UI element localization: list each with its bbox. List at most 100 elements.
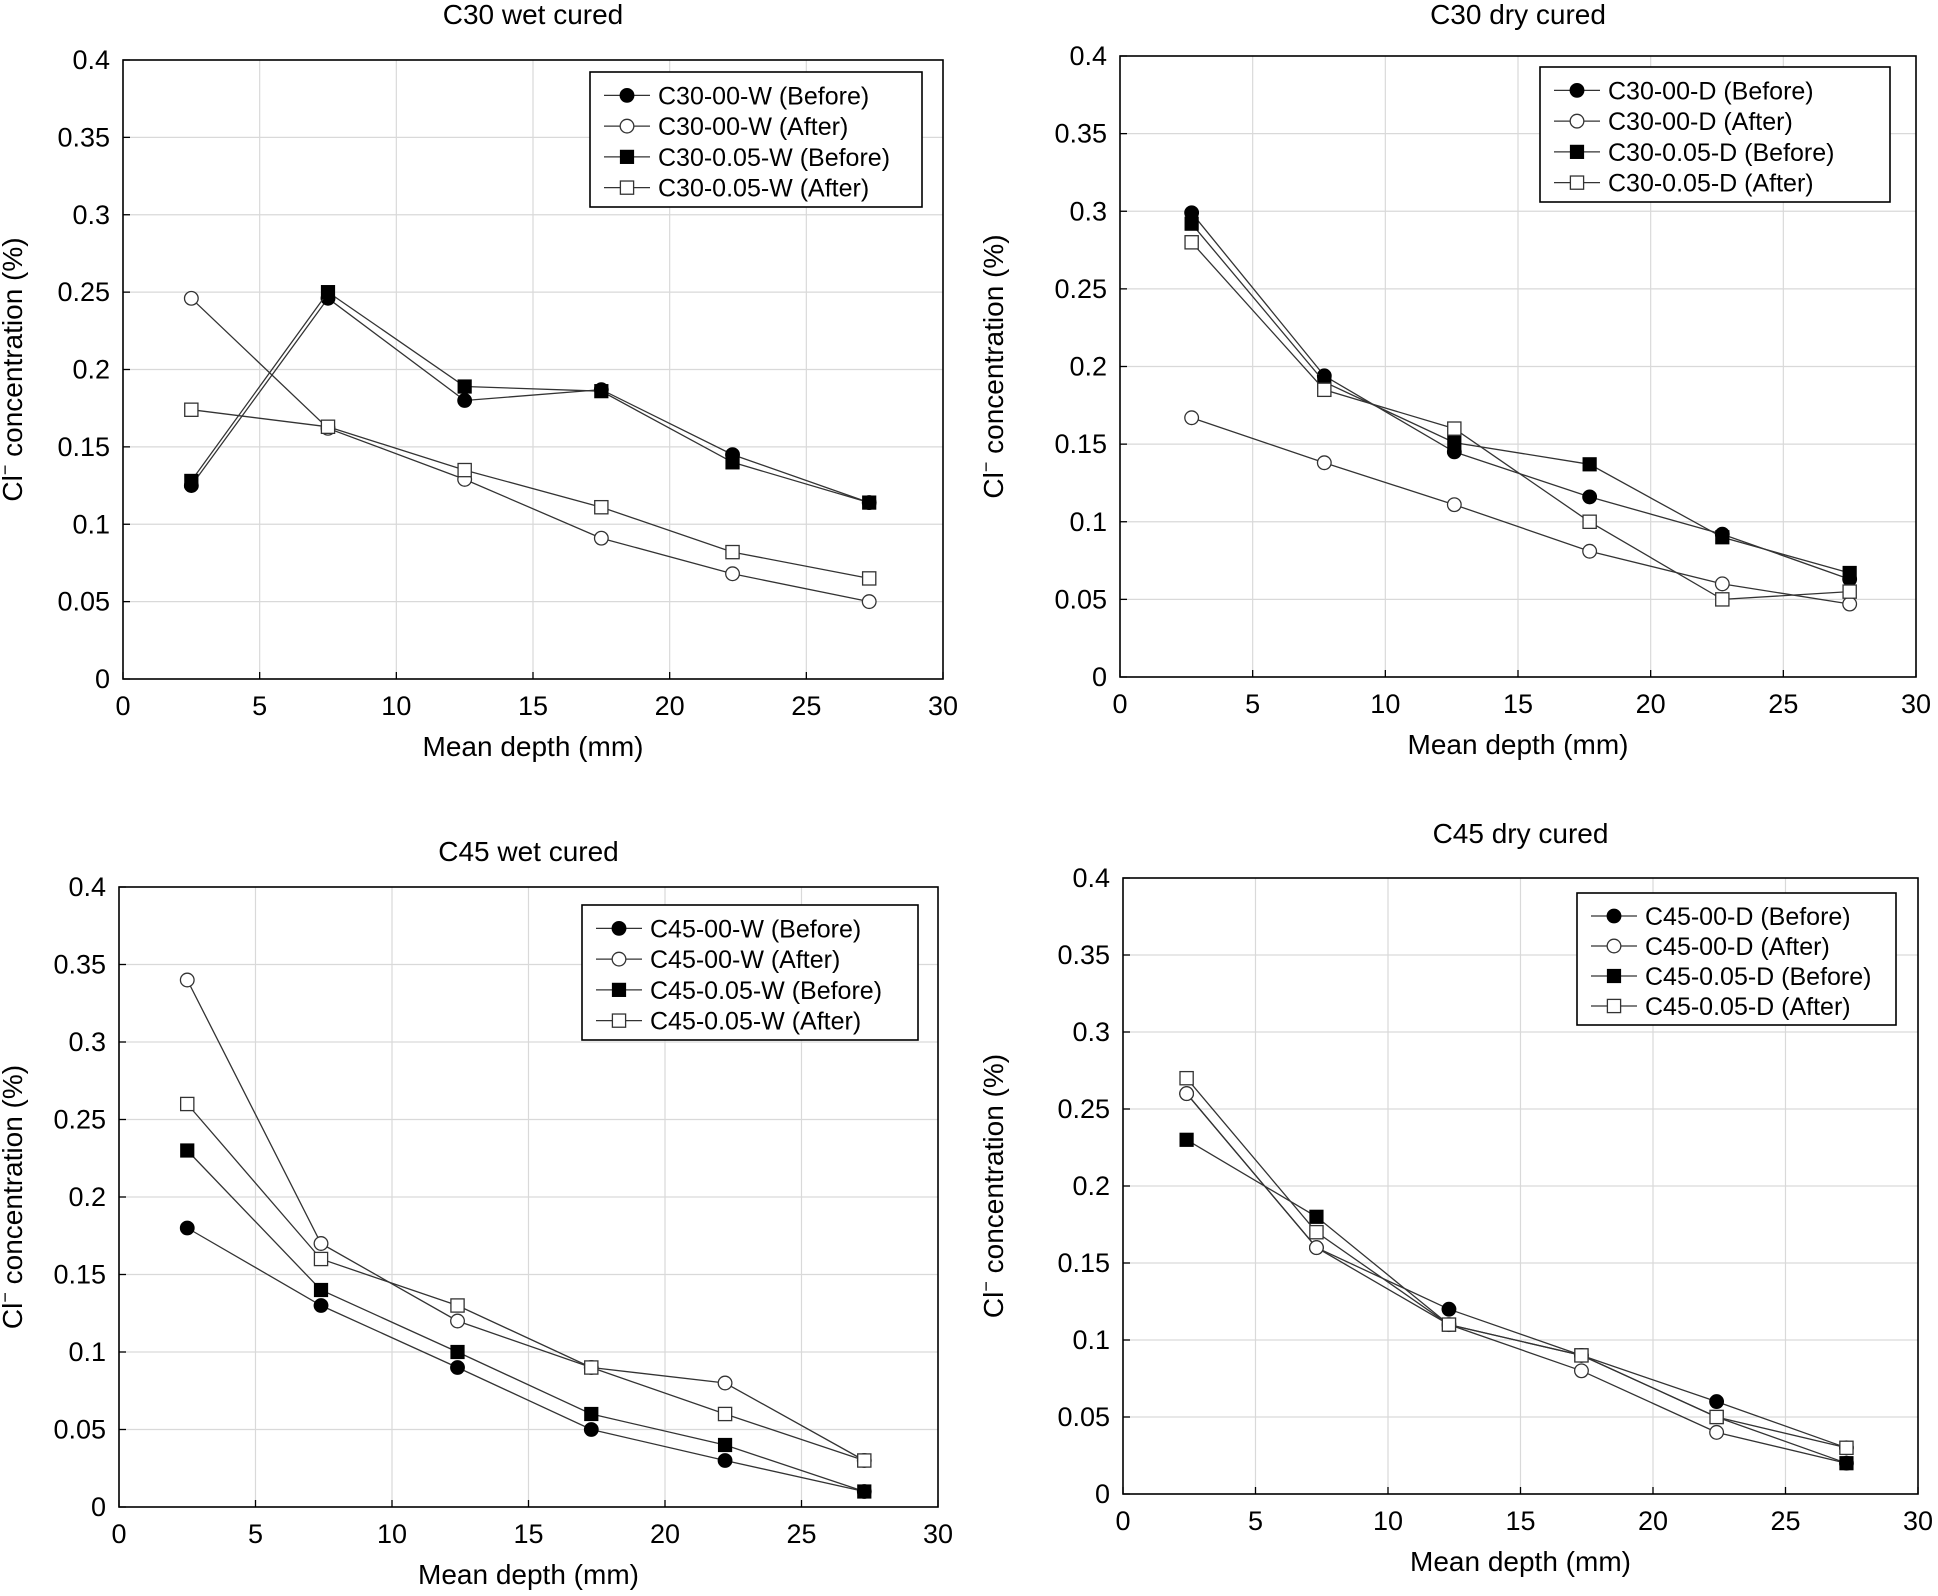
data-point bbox=[857, 1453, 872, 1468]
x-axis-label: Mean depth (mm) bbox=[423, 731, 644, 762]
x-tick-label: 30 bbox=[1903, 1506, 1933, 1536]
legend-marker bbox=[1569, 113, 1585, 129]
series-line bbox=[1186, 1093, 1847, 1464]
data-point bbox=[1309, 1209, 1324, 1224]
series-line bbox=[1191, 417, 1850, 605]
series-line bbox=[190, 291, 870, 504]
y-tick-label: 0.25 bbox=[1057, 1094, 1110, 1124]
series-line bbox=[190, 297, 870, 603]
legend-entry: C45-0.05-W (After) bbox=[650, 1008, 861, 1036]
y-tick-label: 0.15 bbox=[1057, 1248, 1110, 1278]
legend-box bbox=[1576, 892, 1897, 1026]
chart-title: C45 wet cured bbox=[438, 836, 619, 867]
y-axis-label-superscript: − bbox=[976, 462, 996, 473]
y-tick-label: 0 bbox=[1092, 662, 1107, 692]
series-line bbox=[1191, 241, 1850, 601]
legend-entry: C45-0.05-D (After) bbox=[1645, 993, 1851, 1021]
y-axis-label: Cl− concentration (%) bbox=[0, 1065, 28, 1329]
data-point bbox=[1316, 455, 1332, 471]
data-point bbox=[725, 544, 740, 560]
y-tick-label: 0.3 bbox=[68, 1027, 106, 1057]
data-point bbox=[320, 419, 336, 435]
data-point bbox=[320, 285, 336, 300]
y-tick-label: 0.2 bbox=[72, 355, 110, 385]
legend-marker bbox=[1569, 175, 1585, 190]
y-axis-label: Cl− concentration (%) bbox=[976, 1054, 1009, 1318]
legend-marker bbox=[611, 1013, 627, 1028]
legend-entry: C45-00-D (After) bbox=[1645, 933, 1830, 961]
legend: C30-00-W (Before) C30-00-W (After) C30-0.0… bbox=[589, 71, 923, 208]
y-axis-label: Cl− concentration (%) bbox=[976, 234, 1009, 498]
series-line bbox=[186, 1103, 865, 1462]
x-tick-label: 5 bbox=[252, 691, 267, 721]
data-point bbox=[180, 1143, 195, 1158]
data-point bbox=[1308, 1240, 1324, 1256]
y-tick-label: 0.15 bbox=[57, 432, 110, 462]
y-axis-label-main: Cl bbox=[978, 472, 1009, 498]
y-tick-label: 0.3 bbox=[1069, 196, 1107, 226]
y-tick-label: 0 bbox=[1095, 1479, 1110, 1509]
chart-title: C30 dry cured bbox=[1430, 0, 1606, 30]
y-tick-label: 0.35 bbox=[57, 122, 110, 152]
legend-box bbox=[1539, 66, 1891, 203]
y-axis-label-rest: concentration (%) bbox=[978, 1054, 1009, 1281]
y-tick-label: 0.05 bbox=[1054, 584, 1107, 614]
legend-entry: C30-0.05-W (After) bbox=[658, 175, 869, 203]
y-tick-label: 0.25 bbox=[57, 277, 110, 307]
x-tick-label: 30 bbox=[928, 691, 958, 721]
y-tick-label: 0.35 bbox=[53, 950, 106, 980]
data-point bbox=[1317, 382, 1332, 398]
legend-entry: C30-00-D (Before) bbox=[1608, 77, 1814, 105]
y-axis-label-main: Cl bbox=[0, 1303, 28, 1329]
data-point bbox=[593, 530, 609, 546]
x-tick-label: 25 bbox=[1768, 689, 1798, 719]
series-open-circle bbox=[179, 972, 872, 1468]
data-point bbox=[457, 379, 472, 394]
y-tick-label: 0.3 bbox=[72, 200, 110, 230]
x-tick-label: 10 bbox=[1370, 689, 1400, 719]
legend-marker bbox=[619, 149, 635, 164]
legend-entry: C45-00-W (Before) bbox=[650, 915, 861, 943]
x-tick-label: 25 bbox=[791, 691, 821, 721]
x-tick-label: 5 bbox=[1248, 1506, 1263, 1536]
data-point bbox=[717, 1406, 733, 1422]
data-point bbox=[313, 1298, 329, 1313]
data-point bbox=[1582, 457, 1597, 472]
legend-entry: C45-0.05-W (Before) bbox=[650, 977, 882, 1005]
series-filled-square bbox=[180, 1143, 872, 1499]
data-point bbox=[1179, 1132, 1194, 1147]
data-point bbox=[313, 1236, 329, 1251]
data-point bbox=[179, 972, 195, 988]
series-line bbox=[190, 297, 870, 504]
x-tick-label: 0 bbox=[111, 1519, 126, 1549]
y-tick-label: 0.15 bbox=[1054, 429, 1107, 459]
data-point bbox=[594, 384, 609, 399]
y-tick-label: 0.4 bbox=[68, 872, 106, 902]
data-point bbox=[1184, 216, 1199, 231]
legend-marker bbox=[1606, 968, 1622, 984]
data-point bbox=[717, 1375, 733, 1391]
data-point bbox=[717, 1453, 733, 1468]
legend-marker bbox=[1606, 998, 1622, 1014]
data-point bbox=[313, 1282, 329, 1298]
x-axis-label: Mean depth (mm) bbox=[418, 1559, 639, 1590]
x-tick-label: 30 bbox=[1901, 689, 1931, 719]
data-point bbox=[862, 495, 877, 510]
data-point bbox=[1839, 1456, 1854, 1471]
data-point bbox=[1842, 584, 1857, 599]
legend-entry: C30-0.05-W (Before) bbox=[658, 144, 890, 172]
data-point bbox=[583, 1422, 599, 1437]
chart-title: C45 dry cured bbox=[1433, 818, 1609, 849]
x-tick-label: 10 bbox=[1373, 1506, 1403, 1536]
legend-entry: C45-00-D (Before) bbox=[1645, 903, 1851, 931]
data-point bbox=[594, 499, 609, 515]
legend-entry: C30-0.05-D (After) bbox=[1608, 170, 1814, 198]
data-point bbox=[584, 1406, 599, 1422]
y-axis-label: Cl− concentration (%) bbox=[0, 237, 28, 501]
x-tick-label: 0 bbox=[115, 691, 130, 721]
x-tick-label: 20 bbox=[655, 691, 685, 721]
legend-entry: C30-00-W (Before) bbox=[658, 82, 869, 110]
y-axis-label-superscript: − bbox=[0, 1292, 15, 1303]
data-point bbox=[861, 594, 877, 610]
x-tick-label: 15 bbox=[513, 1519, 543, 1549]
